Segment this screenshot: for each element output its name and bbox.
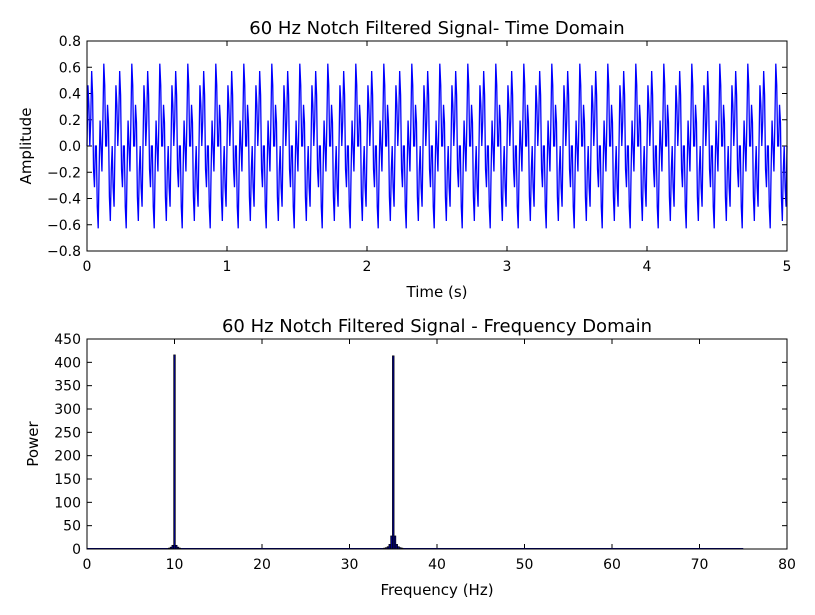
- freq-x-tick-label: 20: [253, 557, 271, 573]
- time-signal-line: [86, 63, 788, 229]
- freq-y-tick-label: 200: [54, 449, 81, 465]
- time-x-tick-label: 1: [223, 259, 232, 275]
- time-y-tick-label: 0.0: [59, 139, 81, 155]
- freq-y-tick-label: 350: [54, 379, 81, 395]
- freq-y-tick-label: 150: [54, 472, 81, 488]
- time-y-tick-label: 0.2: [59, 113, 81, 129]
- frequency-domain-plot: 60 Hz Notch Filtered Signal - Frequency …: [24, 316, 796, 599]
- freq-y-tick-label: 300: [54, 402, 81, 418]
- freq-x-tick-label: 40: [428, 557, 446, 573]
- freq-y-tick-label: 400: [54, 355, 81, 371]
- freq-x-tick-label: 10: [166, 557, 184, 573]
- time-y-tick-label: −0.6: [47, 218, 81, 234]
- time-y-tick-label: −0.8: [47, 244, 81, 260]
- freq-y-tick-label: 0: [72, 542, 81, 558]
- freq-x-tick-label: 80: [778, 557, 796, 573]
- freq-x-tick-label: 50: [516, 557, 534, 573]
- freq-x-tick-label: 60: [603, 557, 621, 573]
- frequency-y-axis-label: Power: [24, 420, 42, 466]
- time-x-tick-label: 3: [503, 259, 512, 275]
- frequency-axis-ticks: 0 10 20 30 40 50 60 70 80 0 50 100 150 200 250 300 350 40…: [54, 332, 796, 573]
- freq-x-tick-label: 30: [341, 557, 359, 573]
- time-signal-line-group: [86, 63, 788, 229]
- frequency-plot-title: 60 Hz Notch Filtered Signal - Frequency …: [222, 316, 652, 337]
- time-x-tick-label: 2: [363, 259, 372, 275]
- time-axis-ticks: 0 1 2 3 4 5 −0.8 −0.6 −0.4 −0.2 0.0 0.2 0.4 0.6 0.8: [47, 34, 791, 275]
- time-plot-frame: [86, 40, 788, 252]
- time-y-tick-label: −0.4: [47, 192, 81, 208]
- freq-x-tick-label: 70: [691, 557, 709, 573]
- time-y-tick-label: 0.4: [59, 87, 81, 103]
- freq-y-tick-label: 450: [54, 332, 81, 348]
- freq-y-tick-label: 50: [63, 519, 81, 535]
- time-x-axis-label: Time (s): [406, 283, 468, 301]
- time-domain-plot: 60 Hz Notch Filtered Signal- Time Domain…: [17, 18, 791, 301]
- freq-y-tick-label: 100: [54, 495, 81, 511]
- freq-bar: [173, 354, 176, 550]
- frequency-plot-frame: [86, 338, 788, 550]
- frequency-x-axis-label: Frequency (Hz): [380, 581, 493, 599]
- time-x-tick-label: 4: [643, 259, 652, 275]
- time-y-tick-label: −0.2: [47, 165, 81, 181]
- time-y-axis-label: Amplitude: [17, 108, 35, 185]
- time-y-tick-label: 0.6: [59, 60, 81, 76]
- time-x-tick-label: 0: [83, 259, 92, 275]
- time-y-tick-label: 0.8: [59, 34, 81, 50]
- frequency-bars: [87, 354, 744, 550]
- time-plot-title: 60 Hz Notch Filtered Signal- Time Domain: [249, 18, 624, 39]
- freq-y-tick-label: 250: [54, 425, 81, 441]
- freq-x-tick-label: 0: [83, 557, 92, 573]
- freq-bar: [392, 355, 395, 550]
- time-x-tick-label: 5: [783, 259, 792, 275]
